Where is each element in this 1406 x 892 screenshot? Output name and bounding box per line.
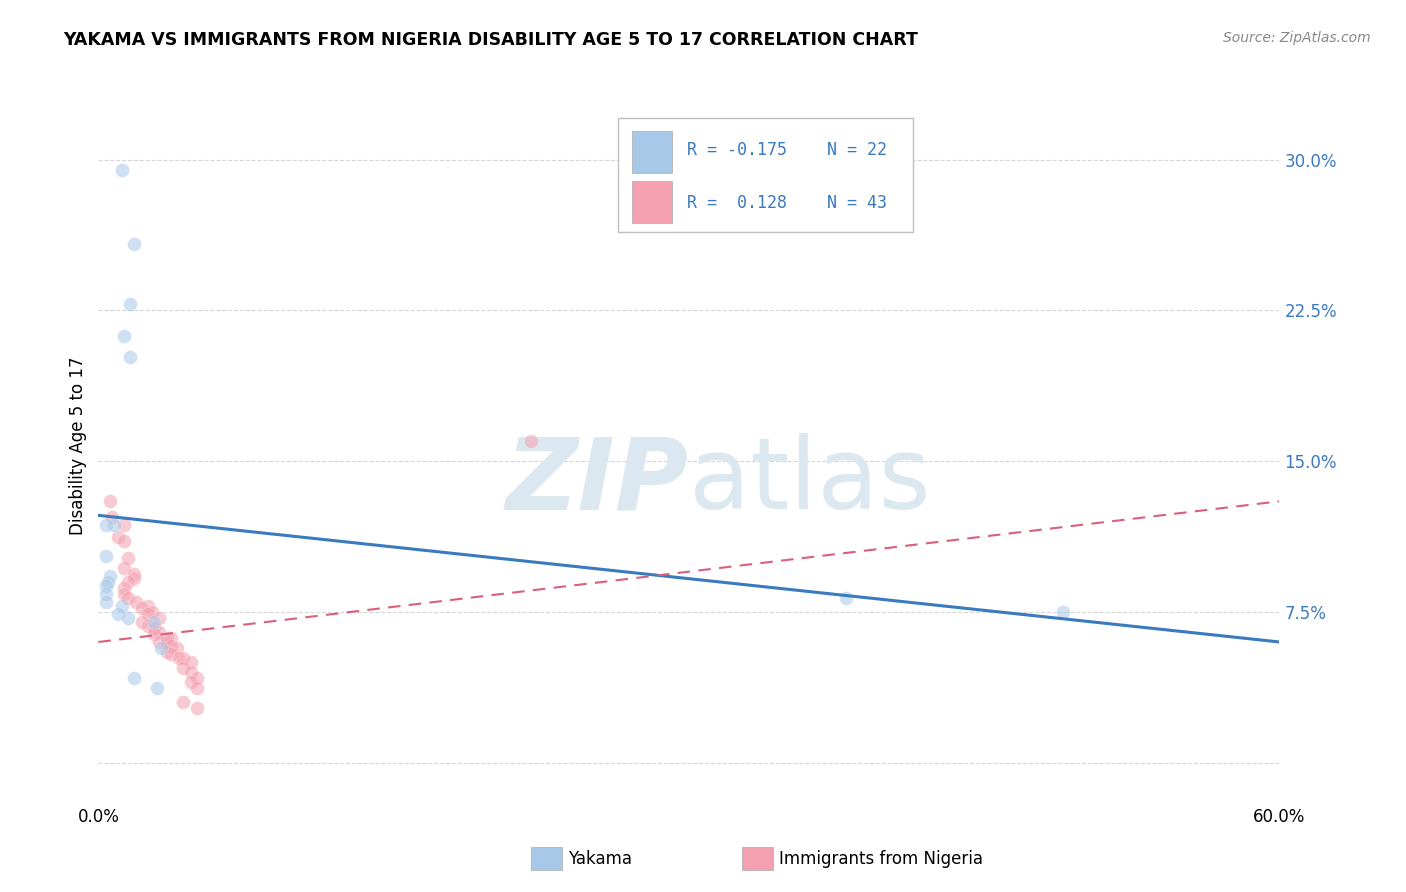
Point xyxy=(103,518,125,533)
Point xyxy=(131,615,153,629)
Text: Source: ZipAtlas.com: Source: ZipAtlas.com xyxy=(1223,31,1371,45)
Point xyxy=(122,566,145,581)
Point xyxy=(125,595,148,609)
Point xyxy=(142,621,165,635)
Point xyxy=(167,651,190,665)
Text: Yakama: Yakama xyxy=(568,850,633,868)
Point xyxy=(136,607,159,621)
Point xyxy=(97,574,120,589)
Point xyxy=(98,494,121,508)
Point xyxy=(96,579,118,593)
Point xyxy=(96,587,118,601)
Point xyxy=(186,701,208,715)
Point xyxy=(98,568,121,582)
Point xyxy=(111,162,134,177)
Point xyxy=(172,651,194,665)
Point xyxy=(835,591,858,605)
Point xyxy=(117,574,139,589)
Point xyxy=(107,607,129,621)
Point xyxy=(141,605,163,619)
Y-axis label: Disability Age 5 to 17: Disability Age 5 to 17 xyxy=(69,357,87,535)
Point xyxy=(142,615,165,629)
Point xyxy=(136,619,159,633)
Point xyxy=(122,571,145,585)
Point xyxy=(96,518,118,533)
Text: atlas: atlas xyxy=(689,434,931,530)
Point xyxy=(112,560,135,574)
Point xyxy=(156,645,179,659)
Point xyxy=(156,631,179,645)
Text: R = -0.175    N = 22: R = -0.175 N = 22 xyxy=(686,141,887,159)
Point xyxy=(148,624,170,639)
Point xyxy=(148,635,170,649)
Point xyxy=(117,550,139,565)
Point xyxy=(112,581,135,595)
Point xyxy=(172,661,194,675)
Point xyxy=(186,671,208,685)
Text: Immigrants from Nigeria: Immigrants from Nigeria xyxy=(779,850,983,868)
Point xyxy=(520,434,543,448)
Text: ZIP: ZIP xyxy=(506,434,689,530)
Point xyxy=(156,635,179,649)
Point xyxy=(117,591,139,605)
Text: R =  0.128    N = 43: R = 0.128 N = 43 xyxy=(686,194,887,212)
Point xyxy=(107,531,129,545)
Point xyxy=(166,640,188,655)
Point xyxy=(172,695,194,709)
Point xyxy=(160,647,183,661)
Point xyxy=(112,534,135,549)
Point xyxy=(96,549,118,563)
Point xyxy=(118,350,141,364)
Point xyxy=(160,631,183,645)
Point xyxy=(180,665,202,680)
FancyBboxPatch shape xyxy=(633,181,672,223)
Point xyxy=(136,599,159,613)
Point xyxy=(142,627,165,641)
Point xyxy=(1052,605,1074,619)
FancyBboxPatch shape xyxy=(619,118,914,232)
Point xyxy=(96,595,118,609)
Point xyxy=(112,329,135,343)
Point xyxy=(180,675,202,690)
Point xyxy=(112,587,135,601)
Point xyxy=(131,600,153,615)
Point xyxy=(118,297,141,311)
FancyBboxPatch shape xyxy=(633,131,672,172)
Point xyxy=(160,639,183,653)
Point xyxy=(146,681,169,696)
Point xyxy=(180,655,202,669)
Point xyxy=(101,510,124,524)
Point xyxy=(148,611,170,625)
Point xyxy=(112,518,135,533)
Point xyxy=(122,237,145,252)
Text: YAKAMA VS IMMIGRANTS FROM NIGERIA DISABILITY AGE 5 TO 17 CORRELATION CHART: YAKAMA VS IMMIGRANTS FROM NIGERIA DISABI… xyxy=(63,31,918,49)
Point xyxy=(186,681,208,696)
Point xyxy=(122,671,145,685)
Point xyxy=(117,611,139,625)
Point xyxy=(111,599,134,613)
Point xyxy=(150,640,173,655)
